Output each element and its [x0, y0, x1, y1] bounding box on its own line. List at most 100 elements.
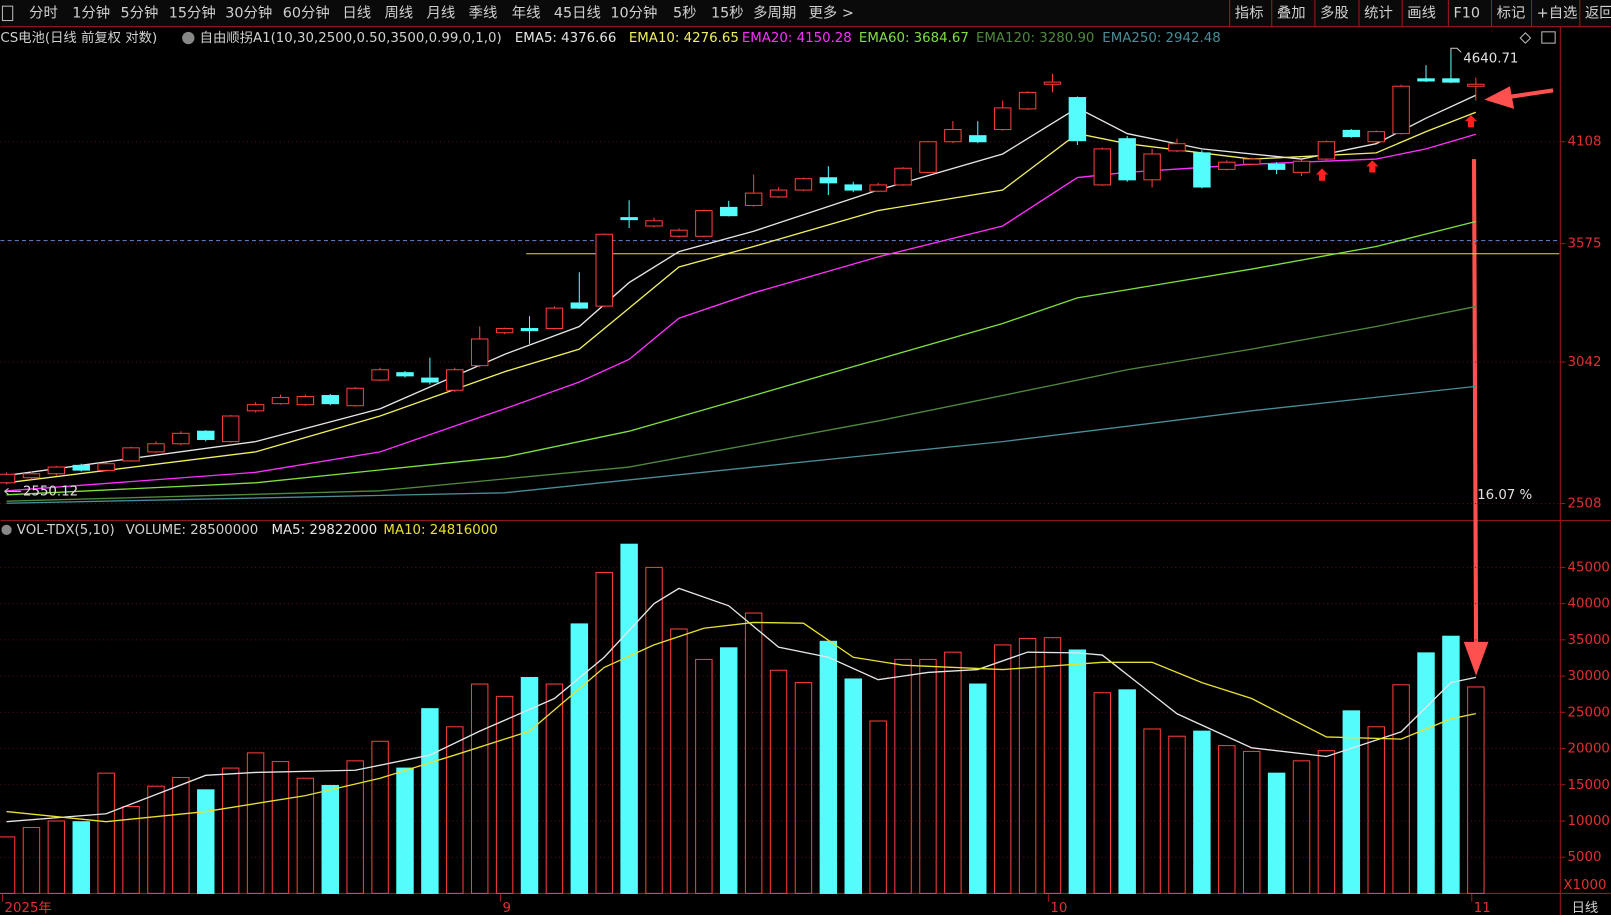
candle-body	[1118, 138, 1136, 181]
volume-bar	[1292, 760, 1311, 894]
tool-button[interactable]: F10	[1453, 5, 1480, 21]
candle-body	[421, 377, 439, 383]
y-tick-label: 2508	[1567, 497, 1601, 512]
y-tick-label: 5000	[1567, 850, 1601, 865]
window-icon[interactable]	[1541, 31, 1556, 44]
candle-body	[670, 229, 688, 237]
volume-bar	[1367, 726, 1385, 894]
period-tab[interactable]: 1分钟	[72, 4, 110, 21]
volume-bar	[172, 776, 190, 894]
candle-body	[371, 369, 389, 381]
volume-bar	[1218, 745, 1236, 894]
menu-icon[interactable]	[1, 5, 14, 22]
candle-body	[296, 396, 315, 406]
candle-body	[1467, 83, 1485, 87]
y-tick-label: 40000	[1567, 597, 1609, 612]
period-tab[interactable]: 5秒	[673, 4, 697, 21]
period-tab[interactable]: 15分钟	[169, 4, 216, 21]
period-tab[interactable]: 多周期	[753, 4, 796, 21]
legend-entry: EMA60: 3684.67	[859, 31, 969, 46]
candle-body	[894, 167, 912, 186]
period-tab[interactable]: 周线	[384, 4, 413, 21]
candle-body	[794, 178, 813, 191]
volume-bar	[1168, 735, 1186, 894]
tool-button[interactable]: 叠加	[1277, 4, 1306, 21]
up-arrow	[1464, 115, 1478, 128]
volume-bar	[1342, 710, 1361, 894]
diamond-icon[interactable]	[1519, 32, 1532, 44]
x-tick-label: 11	[1474, 901, 1491, 915]
candle-body	[944, 128, 962, 143]
tool-button[interactable]: 画线	[1407, 4, 1436, 21]
candle-body	[645, 220, 663, 227]
period-tab[interactable]: 更多 >	[809, 4, 854, 21]
volume-bar	[1018, 637, 1037, 894]
volume-bar	[72, 821, 90, 894]
tool-button[interactable]: +自选	[1537, 4, 1578, 21]
volume-bar	[396, 767, 414, 894]
candle-body	[620, 217, 638, 221]
tool-button[interactable]: 多股	[1320, 4, 1349, 21]
candle-body	[1317, 141, 1336, 160]
volume-legend: VOLUME: 28500000	[126, 523, 259, 538]
period-tab[interactable]: 15秒	[711, 4, 744, 21]
y-tick-label: 10000	[1567, 814, 1609, 829]
period-tab[interactable]: 季线	[469, 4, 498, 21]
candle-body	[172, 432, 190, 445]
volume-bar	[221, 767, 240, 894]
volume-bar	[570, 623, 589, 894]
volume-bar	[47, 820, 66, 894]
period-tab[interactable]: 45日线	[554, 4, 601, 21]
y-tick-label: 25000	[1567, 705, 1609, 720]
y-tick-label: 15000	[1567, 778, 1609, 793]
volume-bar	[520, 677, 539, 894]
volume-bar	[1267, 772, 1286, 894]
volume-bar	[894, 658, 912, 894]
volume-bar	[969, 683, 987, 894]
period-tab[interactable]: 30分钟	[225, 4, 272, 21]
volume-bar	[869, 720, 887, 894]
tool-button[interactable]: 指标	[1235, 4, 1264, 21]
candle-body	[1193, 152, 1211, 188]
volume-bar	[296, 777, 315, 894]
period-tab[interactable]: 10分钟	[610, 4, 657, 21]
settings-icon[interactable]	[182, 31, 195, 45]
candle-body	[545, 307, 564, 330]
ema-line	[6, 111, 1477, 484]
candle-body	[321, 395, 340, 405]
tool-button[interactable]: 标记	[1497, 4, 1526, 21]
pointer-arrow	[1504, 88, 1554, 100]
y-tick-label: 20000	[1567, 742, 1609, 757]
ema-line	[6, 220, 1476, 496]
period-label: 日线	[1572, 900, 1599, 915]
candle-body	[1392, 85, 1410, 135]
annotation: 16.07 %	[1477, 488, 1532, 503]
legend-entry: EMA250: 2942.48	[1102, 31, 1220, 46]
ema-line	[6, 385, 1476, 504]
candle-body	[47, 466, 66, 475]
settings-icon[interactable]	[1, 524, 12, 536]
period-tab[interactable]: 日线	[342, 4, 371, 21]
low-marker: 2550.12	[23, 484, 78, 499]
volume-bar	[346, 760, 364, 894]
tool-button[interactable]: 统计	[1364, 4, 1393, 21]
high-marker-leader	[1450, 47, 1462, 53]
candle-body	[993, 107, 1012, 131]
candle-body	[72, 464, 90, 471]
volume-bar	[371, 740, 389, 894]
ema-line	[6, 305, 1476, 502]
candle-body	[1218, 161, 1236, 170]
toolbar-bg	[0, 0, 1611, 27]
period-tab[interactable]: 分时	[29, 4, 58, 21]
volume-bar	[197, 789, 215, 894]
volume-bar	[271, 761, 290, 894]
volume-bar	[744, 612, 763, 894]
candle-body	[1043, 81, 1062, 85]
period-tab[interactable]: 年线	[512, 4, 541, 21]
tool-button[interactable]: 返回	[1585, 4, 1611, 21]
period-tab[interactable]: 月线	[427, 4, 456, 21]
unit-label: X1000	[1563, 878, 1606, 893]
volume-bar	[1392, 684, 1410, 894]
period-tab[interactable]: 5分钟	[121, 4, 159, 21]
period-tab[interactable]: 60分钟	[283, 4, 330, 21]
